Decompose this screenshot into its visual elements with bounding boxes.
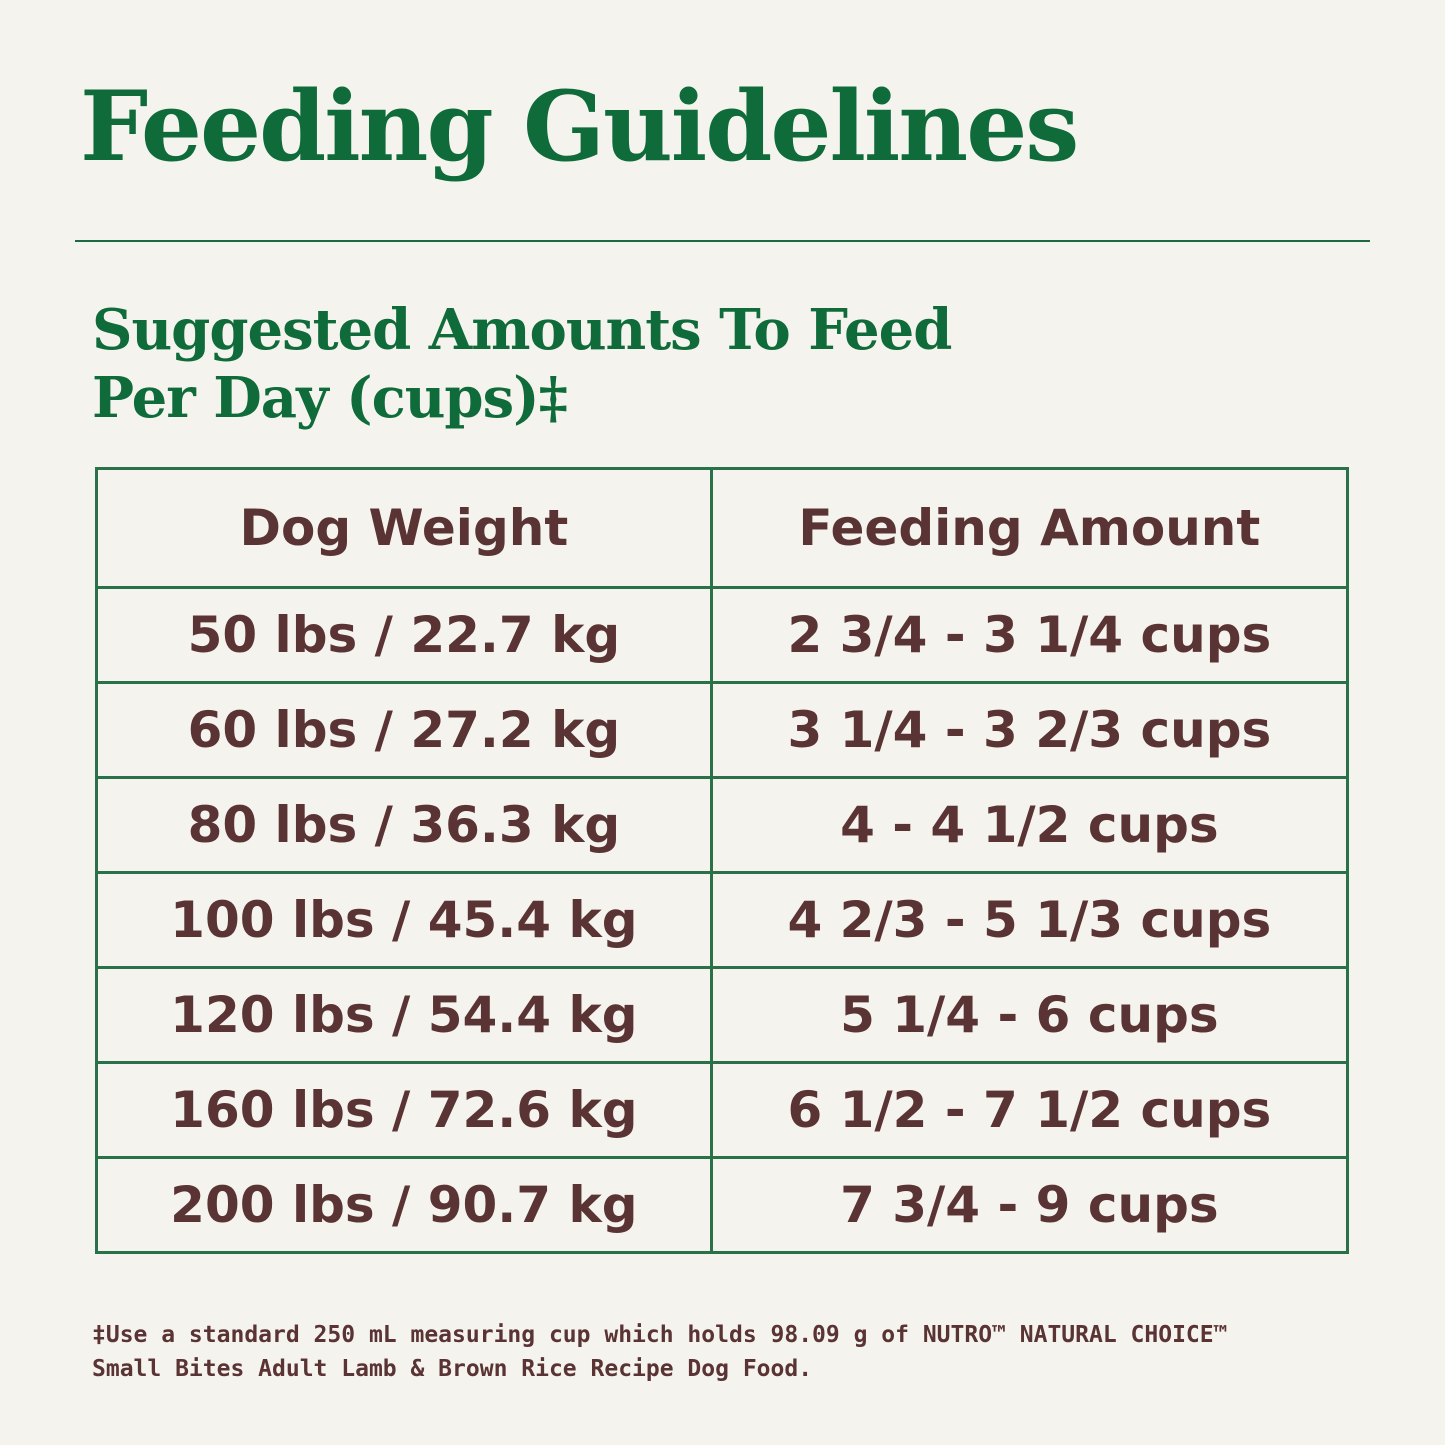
footnote-line: Small Bites Adult Lamb & Brown Rice Reci… xyxy=(92,1356,813,1382)
subtitle-line: Per Day (cups)‡ xyxy=(92,365,568,431)
feeding-table: Dog Weight Feeding Amount 50 lbs / 22.7 … xyxy=(95,467,1350,1254)
feeding-amount: 7 3/4 - 9 cups xyxy=(709,1156,1350,1254)
feeding-amount: 3 1/4 - 3 2/3 cups xyxy=(709,681,1350,779)
dog-weight: 50 lbs / 22.7 kg xyxy=(95,586,713,684)
dog-weight: 200 lbs / 90.7 kg xyxy=(95,1156,713,1254)
feeding-amount: 5 1/4 - 6 cups xyxy=(709,966,1350,1064)
column-header: Feeding Amount xyxy=(709,467,1350,589)
title: Feeding Guidelines xyxy=(80,70,1079,183)
table-row: 50 lbs / 22.7 kg 2 3/4 - 3 1/4 cups xyxy=(95,586,1350,684)
dog-weight: 120 lbs / 54.4 kg xyxy=(95,966,713,1064)
header-row: Dog Weight Feeding Amount xyxy=(95,467,1350,589)
footnote: ‡Use a standard 250 mL measuring cup whi… xyxy=(92,1318,1227,1386)
footnote-line: ‡Use a standard 250 mL measuring cup whi… xyxy=(92,1322,1228,1348)
table-body: 50 lbs / 22.7 kg 2 3/4 - 3 1/4 cups 60 lbs… xyxy=(95,586,1350,1254)
subtitle-line: Suggested Amounts To Feed xyxy=(92,297,952,363)
table-row: 100 lbs / 45.4 kg 4 2/3 - 5 1/3 cups xyxy=(95,871,1350,969)
table-row: 80 lbs / 36.3 kg 4 - 4 1/2 cups xyxy=(95,776,1350,874)
column-header: Dog Weight xyxy=(95,467,713,589)
table-row: 60 lbs / 27.2 kg 3 1/4 - 3 2/3 cups xyxy=(95,681,1350,779)
dog-weight: 80 lbs / 36.3 kg xyxy=(95,776,713,874)
feeding-amount: 2 3/4 - 3 1/4 cups xyxy=(709,586,1350,684)
subtitle: Suggested Amounts To Feed Per Day (cups)… xyxy=(92,296,952,432)
dog-weight: 100 lbs / 45.4 kg xyxy=(95,871,713,969)
table-row: 160 lbs / 72.6 kg 6 1/2 - 7 1/2 cups xyxy=(95,1061,1350,1159)
feeding-amount: 4 2/3 - 5 1/3 cups xyxy=(709,871,1350,969)
table-row: 120 lbs / 54.4 kg 5 1/4 - 6 cups xyxy=(95,966,1350,1064)
dog-weight: 60 lbs / 27.2 kg xyxy=(95,681,713,779)
feeding-amount: 4 - 4 1/2 cups xyxy=(709,776,1350,874)
dog-weight: 160 lbs / 72.6 kg xyxy=(95,1061,713,1159)
feeding-amount: 6 1/2 - 7 1/2 cups xyxy=(709,1061,1350,1159)
divider xyxy=(75,240,1370,242)
table-row: 200 lbs / 90.7 kg 7 3/4 - 9 cups xyxy=(95,1156,1350,1254)
